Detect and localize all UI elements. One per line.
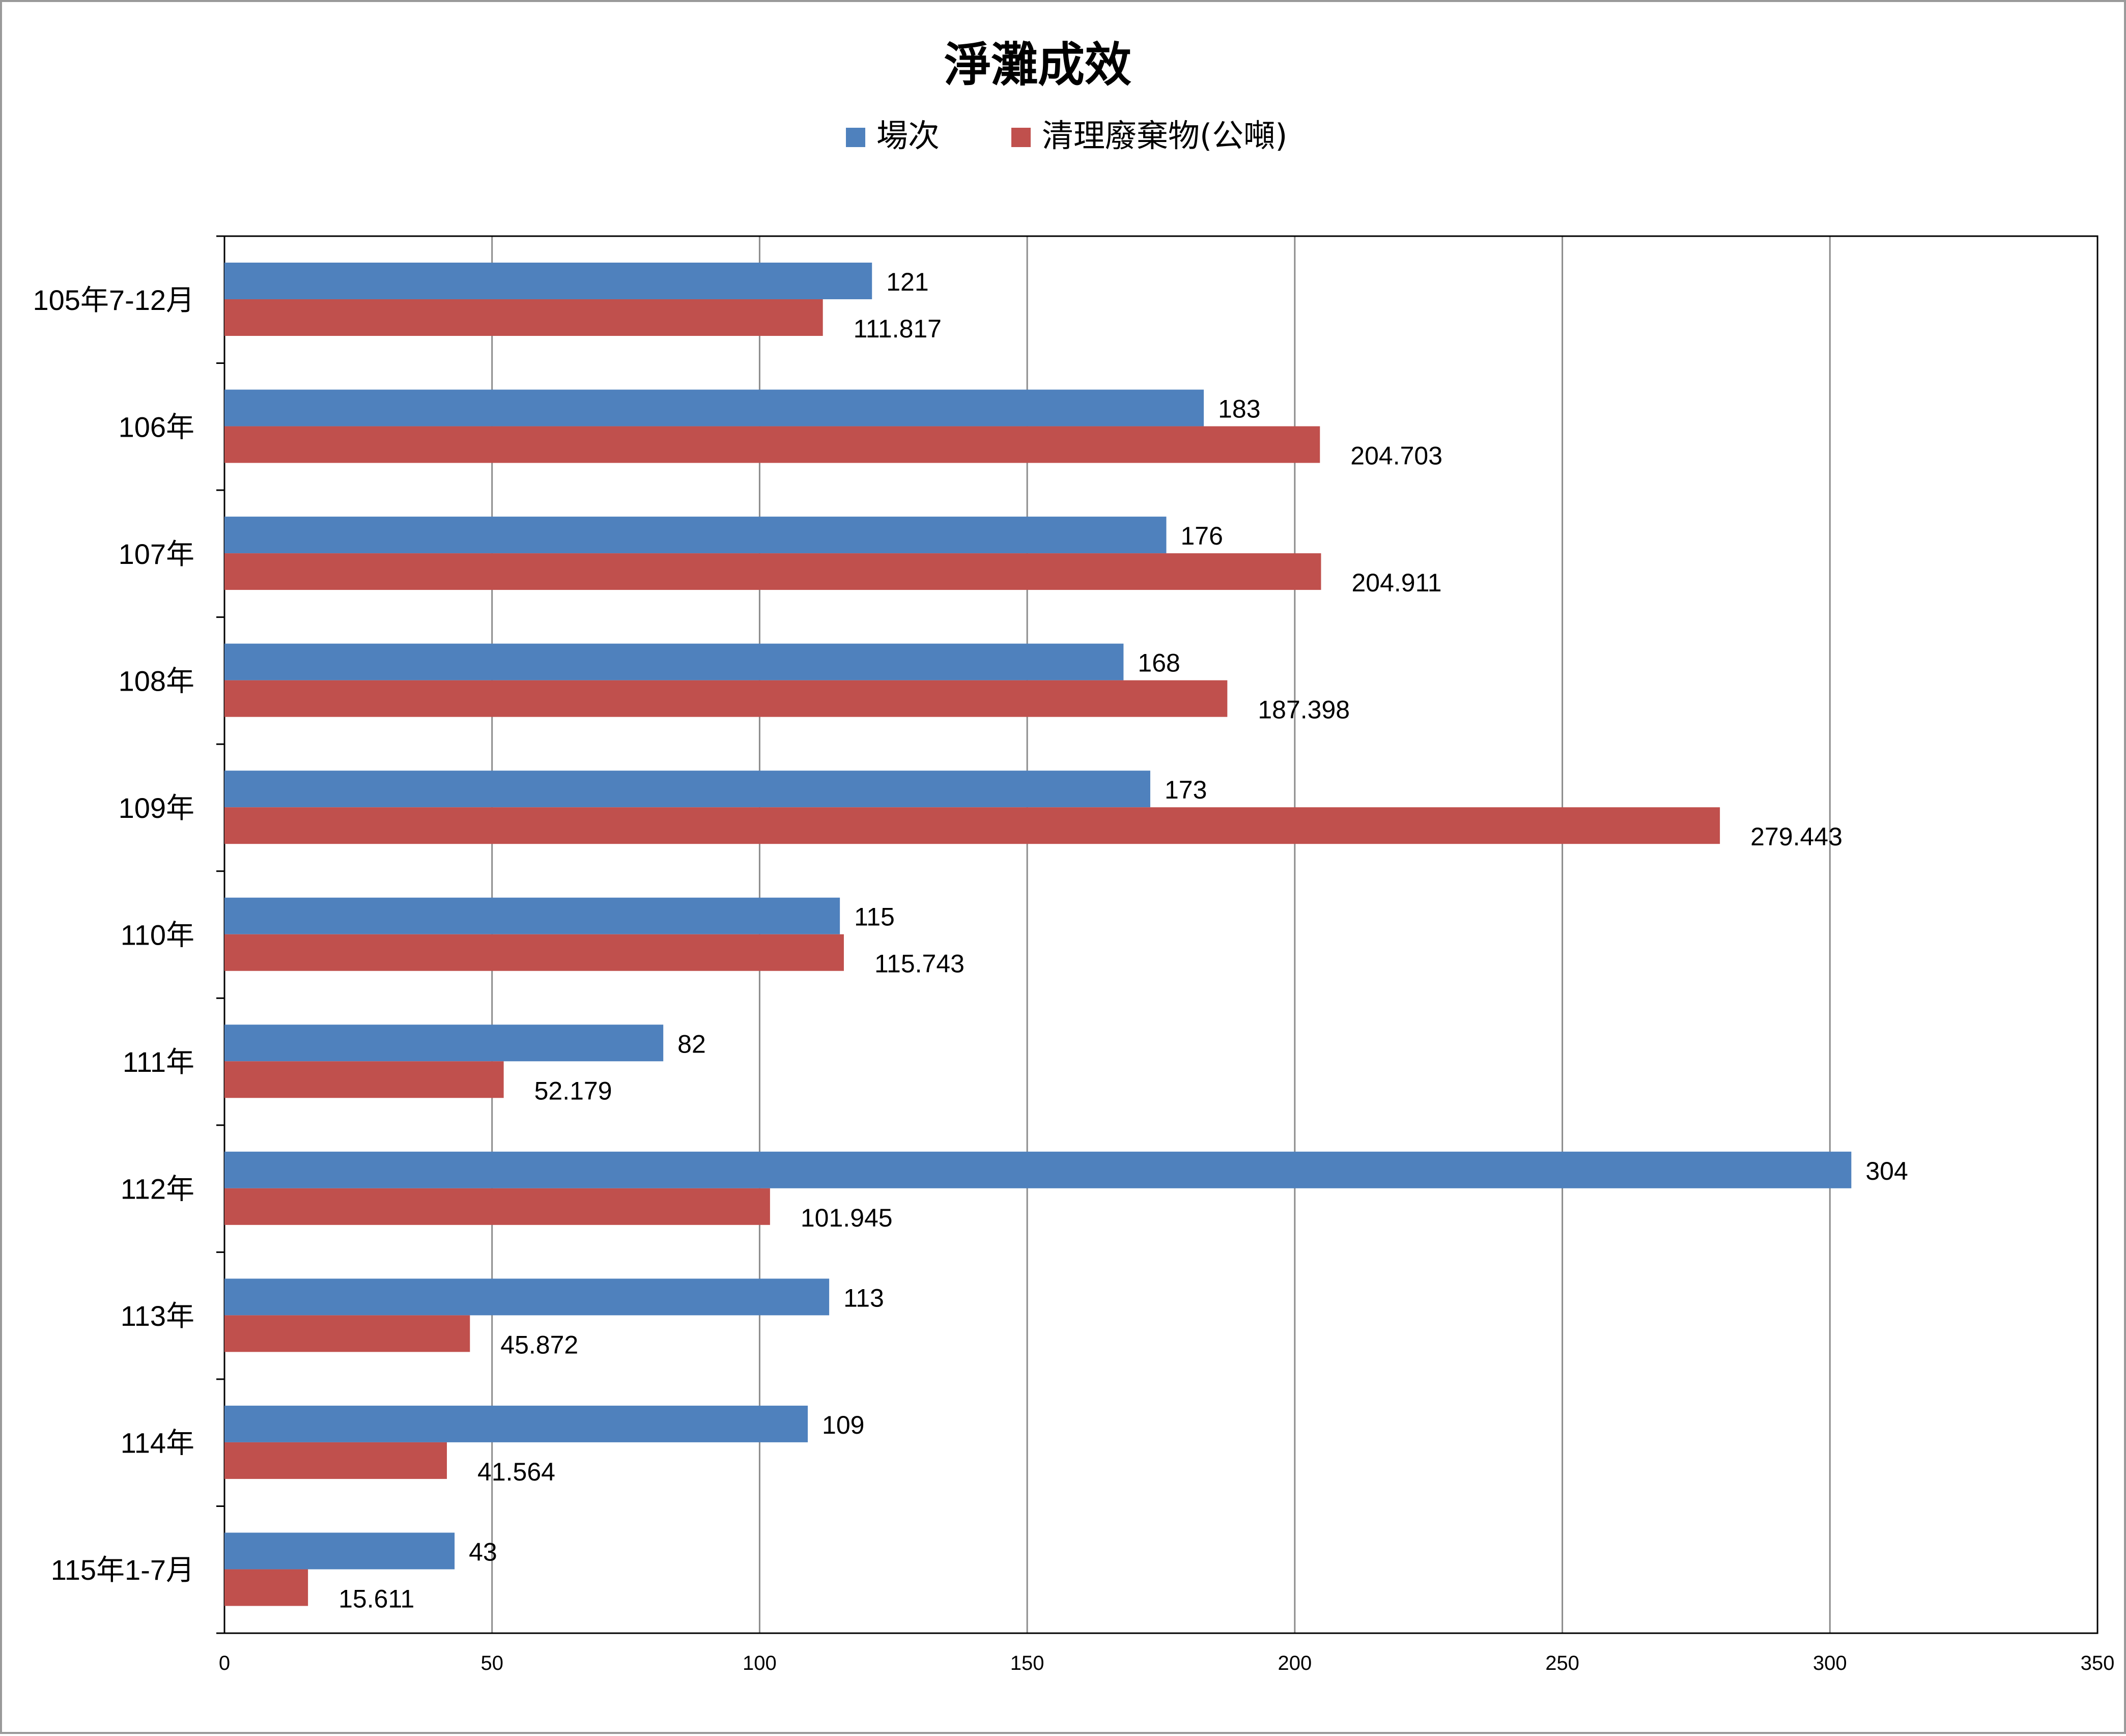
data-label-series-2: 115.743 xyxy=(874,950,965,978)
bar-series-1 xyxy=(224,771,1150,808)
x-tick-label: 350 xyxy=(2081,1652,2115,1674)
x-tick-label: 300 xyxy=(1813,1652,1847,1674)
x-tick-label: 100 xyxy=(743,1652,777,1674)
bar-series-1 xyxy=(224,1532,455,1570)
bar-series-2 xyxy=(224,1569,308,1606)
bar-series-2 xyxy=(224,680,1228,717)
category-label: 105年7-12月 xyxy=(33,284,194,316)
x-tick-label: 250 xyxy=(1545,1652,1579,1674)
data-label-series-2: 279.443 xyxy=(1750,822,1842,851)
bar-series-2 xyxy=(224,807,1720,844)
data-label-series-1: 121 xyxy=(886,268,928,296)
category-label: 110年 xyxy=(121,919,194,951)
legend-swatch-series-2 xyxy=(1011,128,1031,147)
category-label: 115年1-7月 xyxy=(51,1554,194,1586)
category-label: 111年 xyxy=(123,1046,194,1078)
category-label: 112年 xyxy=(121,1173,194,1205)
category-label: 113年 xyxy=(121,1300,194,1332)
data-label-series-1: 82 xyxy=(677,1030,706,1058)
bar-series-2 xyxy=(224,299,823,336)
data-label-series-1: 115 xyxy=(854,903,895,931)
category-label: 109年 xyxy=(119,792,194,824)
data-labels: 121 111.817 183 204.703 176 204.911 168 187.398… xyxy=(338,268,1908,1613)
bar-series-1 xyxy=(224,1278,830,1316)
bar-series-2 xyxy=(224,426,1320,463)
data-label-series-1: 109 xyxy=(822,1411,864,1439)
y-axis: 105年7-12月 106年 107年 108年 109年 110年 111年 112年 113… xyxy=(33,235,224,1634)
bar-series-2 xyxy=(224,1188,770,1225)
bar-series-1 xyxy=(224,389,1204,426)
data-label-series-2: 204.911 xyxy=(1351,568,1441,597)
data-label-series-2: 15.611 xyxy=(338,1584,414,1613)
bar-series-2 xyxy=(224,1442,447,1479)
gridlines xyxy=(491,236,1831,1633)
data-label-series-2: 111.817 xyxy=(854,315,942,343)
data-label-series-1: 113 xyxy=(843,1284,884,1312)
data-label-series-1: 183 xyxy=(1218,395,1260,423)
bars xyxy=(224,263,1852,1606)
x-axis: 0 50 100 150 200 250 300 350 xyxy=(219,1652,2115,1674)
data-label-series-1: 173 xyxy=(1165,776,1207,804)
x-tick-label: 0 xyxy=(219,1652,230,1674)
bar-series-2 xyxy=(224,553,1321,590)
bar-series-2 xyxy=(224,934,844,971)
x-tick-label: 150 xyxy=(1010,1652,1044,1674)
bar-series-1 xyxy=(224,643,1124,680)
data-label-series-1: 304 xyxy=(1865,1157,1908,1185)
legend: 場次 清理廢棄物(公噸) xyxy=(846,117,1287,154)
bar-series-1 xyxy=(224,1024,664,1062)
data-label-series-2: 101.945 xyxy=(801,1204,893,1232)
x-tick-label: 50 xyxy=(480,1652,503,1674)
category-label: 114年 xyxy=(121,1427,194,1459)
legend-label-series-1: 場次 xyxy=(876,117,940,154)
bar-series-1 xyxy=(224,517,1167,554)
category-label: 108年 xyxy=(119,665,194,697)
legend-label-series-2: 清理廢棄物(公噸) xyxy=(1042,117,1287,154)
bar-series-1 xyxy=(224,263,872,299)
category-label: 107年 xyxy=(119,538,194,570)
bar-series-1 xyxy=(224,897,840,934)
bar-series-1 xyxy=(224,1405,808,1442)
category-label: 106年 xyxy=(119,411,194,443)
bar-series-1 xyxy=(224,1151,1852,1188)
data-label-series-1: 168 xyxy=(1138,649,1180,677)
data-label-series-2: 204.703 xyxy=(1350,442,1442,470)
data-label-series-2: 187.398 xyxy=(1258,696,1350,724)
data-label-series-2: 52.179 xyxy=(534,1076,612,1105)
data-label-series-1: 43 xyxy=(469,1538,497,1566)
data-label-series-1: 176 xyxy=(1181,522,1223,550)
bar-series-2 xyxy=(224,1061,504,1098)
data-label-series-2: 41.564 xyxy=(477,1458,555,1486)
legend-swatch-series-1 xyxy=(846,128,865,147)
chart-title: 淨灘成效 xyxy=(944,37,1131,92)
x-tick-label: 200 xyxy=(1278,1652,1312,1674)
data-label-series-2: 45.872 xyxy=(500,1330,578,1359)
bar-series-2 xyxy=(224,1315,470,1352)
